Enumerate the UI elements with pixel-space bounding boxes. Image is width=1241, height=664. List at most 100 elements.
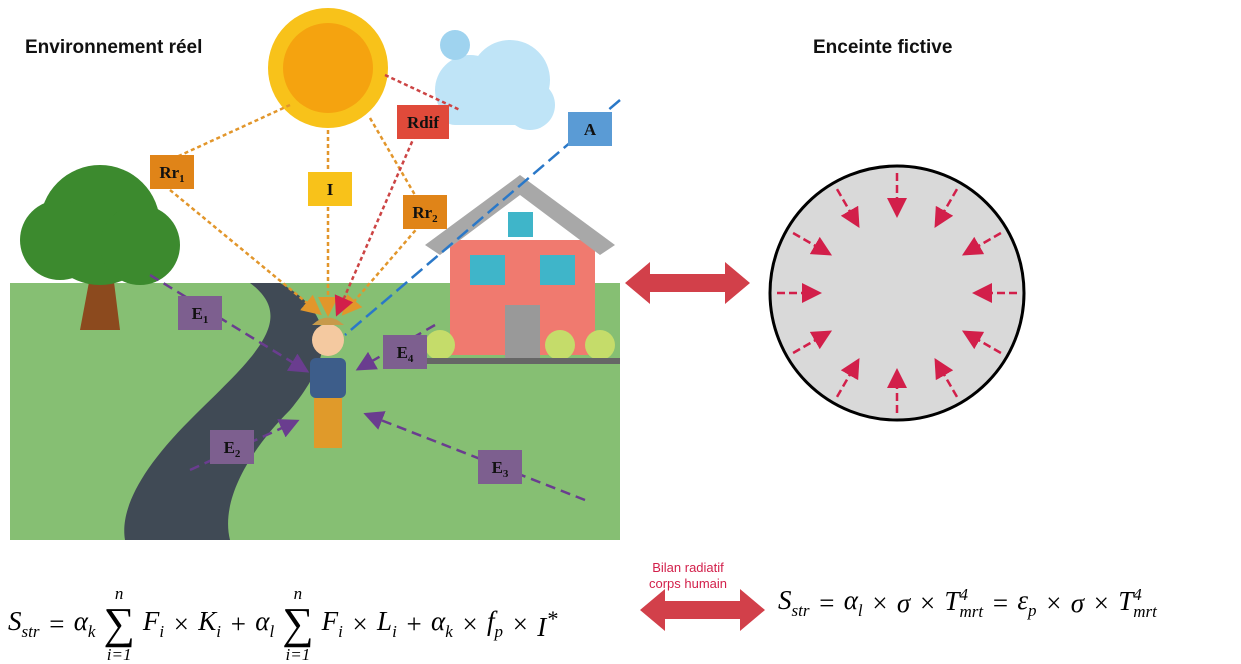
math-token: ×	[511, 609, 529, 640]
flux-label-text: Rdif	[407, 113, 439, 132]
sum-symbol: ∑	[282, 599, 314, 648]
flux-label-box	[178, 296, 222, 330]
math-token: σ	[897, 588, 910, 619]
math-symbol: L	[377, 606, 393, 636]
flux-label-sub: 3	[503, 468, 509, 480]
math-symbol: ×	[870, 587, 889, 618]
road	[124, 283, 323, 540]
math-token: αl	[255, 606, 274, 642]
math-token: ×	[461, 609, 479, 640]
subscript: l	[269, 622, 275, 641]
math-symbol: α	[431, 606, 446, 636]
flux-label-text: E	[397, 343, 408, 362]
balance-line: Bilan radiatif	[652, 560, 724, 575]
cloud	[435, 30, 555, 130]
flux-label-text: E	[224, 438, 235, 457]
math-token: +	[229, 609, 247, 640]
flux-label-text: Rr	[159, 163, 179, 182]
math-token: αk	[431, 606, 453, 642]
math-symbol: =	[991, 587, 1010, 618]
flux-label: E4	[397, 343, 414, 365]
math-symbol: ×	[918, 587, 937, 618]
math-token: fp	[487, 606, 503, 642]
math-token: =	[47, 609, 65, 640]
flux-label-text: E	[192, 304, 203, 323]
sum-lower: i=1	[106, 645, 132, 664]
flux-label: Rdif	[407, 113, 439, 132]
inward-arrow	[792, 231, 833, 256]
math-token: =	[991, 588, 1009, 619]
flux-label-box	[150, 155, 194, 189]
math-token: Sstr	[8, 606, 39, 642]
math-token: Li	[377, 606, 397, 642]
flux-label-text: E	[492, 458, 503, 477]
right-title: Enceinte fictive	[813, 37, 953, 58]
math-token: Sstr	[778, 585, 809, 621]
math-token: ×	[1092, 588, 1110, 619]
inward-arrow	[934, 188, 959, 229]
flux-label: A	[584, 120, 597, 139]
flux-label-sub: 4	[408, 353, 414, 365]
sum-lower: i=1	[285, 645, 311, 664]
subscript: mrt	[1133, 602, 1157, 622]
math-symbol: ε	[1017, 585, 1028, 615]
math-symbol: ×	[350, 608, 370, 639]
sum-upper: n	[293, 584, 303, 603]
math-symbol: S	[8, 606, 22, 636]
math-symbol: +	[404, 608, 424, 639]
flux-label: Rr2	[412, 203, 438, 225]
flux-label: Rr1	[159, 163, 184, 185]
house	[420, 175, 620, 364]
flux-label-sub: 1	[203, 314, 209, 326]
subscript: k	[445, 622, 453, 641]
math-token: ×	[351, 609, 369, 640]
sun	[268, 8, 388, 128]
scripts: 4 mrt	[1133, 586, 1157, 620]
math-token: ×	[918, 588, 936, 619]
math-token: Ki	[198, 606, 221, 642]
math-symbol: I	[537, 611, 547, 642]
math-token: Fi	[322, 606, 343, 642]
subscript: k	[87, 622, 96, 641]
math-symbol: ×	[172, 608, 191, 639]
flux-label-box	[403, 195, 447, 229]
math-token: T 4 mrt	[1118, 586, 1157, 621]
left-title: Environnement réel	[25, 37, 203, 58]
flux-label-box	[210, 430, 254, 464]
tree	[20, 165, 180, 330]
math-token: +	[405, 609, 423, 640]
math-token: =	[817, 588, 835, 619]
math-symbol: K	[198, 606, 217, 636]
inward-arrow	[961, 330, 1002, 355]
formula-right: Sstr = αl × σ × T 4 mrt = εp × σ × T 4 mrt	[778, 585, 1157, 621]
math-symbol: S	[778, 585, 792, 615]
inward-arrow	[835, 357, 860, 398]
flux-label-text: A	[584, 120, 597, 139]
rays	[149, 73, 621, 502]
inward-arrows	[777, 173, 1017, 413]
math-symbol: F	[321, 606, 339, 636]
flux-label-box	[308, 172, 352, 206]
math-token: I*	[537, 606, 557, 643]
math-symbol: α	[843, 585, 858, 615]
subscript: p	[494, 622, 504, 641]
inward-arrow	[792, 330, 833, 355]
math-token: αl	[844, 585, 863, 621]
math-token: αk	[74, 606, 96, 642]
flux-label-box	[383, 335, 427, 369]
flux-label-box	[568, 112, 612, 146]
math-symbol: α	[73, 606, 88, 636]
math-token: ×	[1044, 588, 1062, 619]
math-symbol: ×	[460, 608, 479, 639]
subscript: i	[216, 622, 222, 641]
math-token: Fi	[143, 606, 164, 642]
balance-label: Bilan radiatif corps humain	[628, 560, 748, 592]
math-token: εp	[1017, 585, 1036, 621]
math-symbol: f	[487, 606, 495, 636]
math-symbol: σ	[1070, 587, 1085, 618]
person	[310, 317, 346, 448]
math-symbol: ×	[511, 608, 530, 639]
flux-label-box	[397, 105, 449, 139]
